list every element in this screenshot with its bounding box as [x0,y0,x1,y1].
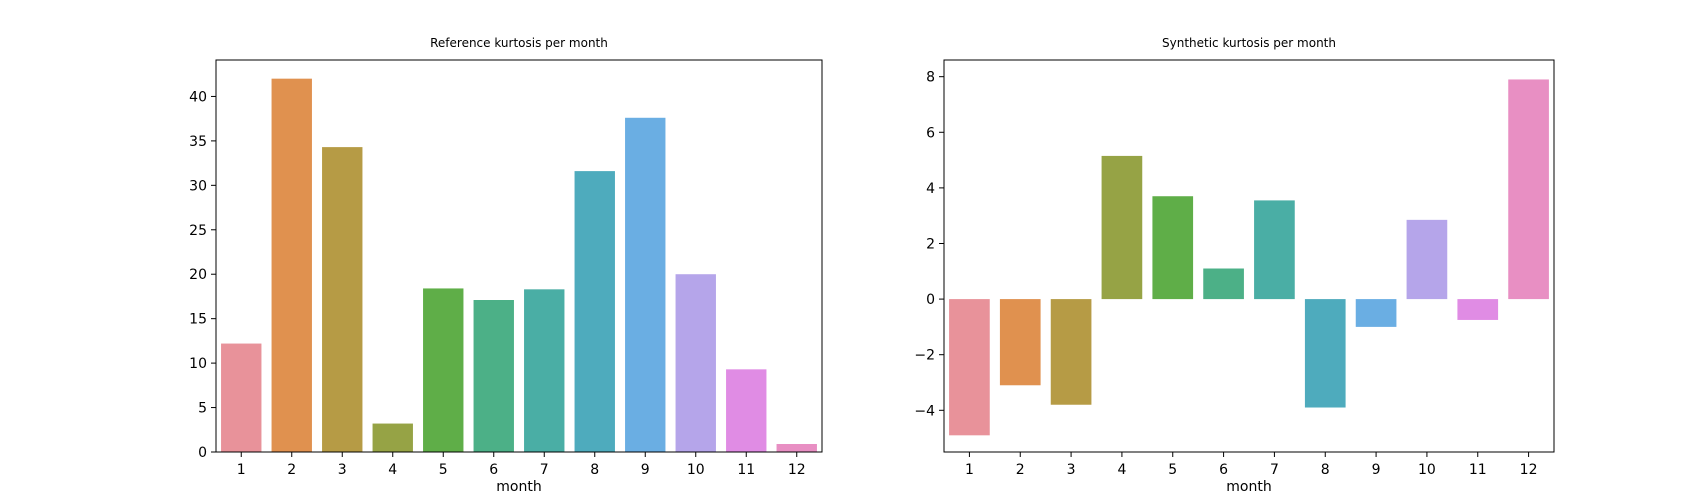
y-tick-label: −2 [914,348,935,364]
x-tick-label: 10 [687,462,705,478]
y-tick-label: 20 [189,267,207,283]
bar-month-8 [574,171,615,453]
x-tick-label: 5 [1168,462,1177,478]
x-tick-label: 2 [287,462,296,478]
y-tick-label: 25 [189,223,207,239]
y-tick-label: 30 [189,178,207,194]
x-tick-label: 11 [737,462,755,478]
x-tick-label: 8 [590,462,599,478]
x-axis-label: month [496,479,541,495]
x-tick-label: 4 [388,462,397,478]
y-tick-label: 4 [926,181,935,197]
x-tick-label: 6 [1219,462,1228,478]
synthetic-kurtosis-chart: Synthetic kurtosis per month −4 −2 0 2 4 6 8 1… [914,36,1555,495]
bar-month-6 [473,300,514,452]
x-tick-label: 2 [1016,462,1025,478]
bar-month-7 [524,289,565,452]
plot-frame [215,59,823,453]
bar-month-8 [1304,299,1346,408]
x-tick-label: 7 [1270,462,1279,478]
x-tick-label: 1 [965,462,974,478]
y-tick-label: 40 [189,89,207,105]
y-tick-label: 35 [189,134,207,150]
bar-month-1 [949,299,990,436]
x-tick-label: 3 [1067,462,1076,478]
x-tick-label: 9 [1372,462,1381,478]
x-axis: 1 2 3 4 5 6 7 8 9 10 11 12 [237,452,806,478]
bar-month-10 [675,274,716,452]
bar-month-9 [625,117,666,452]
x-tick-label: 7 [540,462,549,478]
x-tick-label: 1 [237,462,246,478]
bar-month-3 [322,147,363,453]
bar-month-1 [221,343,262,452]
y-tick-label: 5 [198,401,207,417]
bar-month-12 [776,444,817,452]
y-tick-label: −4 [914,403,935,419]
bar-month-11 [726,369,767,452]
x-axis: 1 2 3 4 5 6 7 8 9 10 11 12 [965,452,1538,478]
bar-month-2 [999,299,1041,386]
y-tick-label: 0 [926,292,935,308]
bar-month-10 [1406,219,1448,300]
y-axis: −4 −2 0 2 4 6 8 [914,70,944,419]
y-tick-label: 0 [198,445,207,461]
bar-month-2 [271,78,312,453]
bars-group [221,78,817,453]
x-tick-label: 11 [1469,462,1487,478]
bar-month-5 [1152,196,1194,300]
y-tick-label: 15 [189,312,207,328]
x-axis-label: month [1226,479,1271,495]
x-tick-label: 9 [641,462,650,478]
x-tick-label: 3 [338,462,347,478]
y-tick-label: 6 [926,125,935,141]
x-tick-label: 6 [489,462,498,478]
x-tick-label: 4 [1117,462,1126,478]
chart-title: Synthetic kurtosis per month [1162,36,1336,50]
x-tick-label: 12 [1520,462,1538,478]
reference-kurtosis-chart: Reference kurtosis per month 05101520253… [189,36,823,495]
bar-month-4 [1101,155,1143,300]
bar-month-6 [1203,268,1244,300]
y-tick-label: 2 [926,236,935,252]
y-tick-label: 8 [926,70,935,86]
bar-month-7 [1254,200,1295,300]
bar-month-4 [372,423,413,452]
y-axis: 0 5 10 15 20 25 30 35 40 [189,89,216,461]
bar-month-3 [1050,299,1092,405]
bar-month-5 [423,288,464,452]
plot-frame [943,59,1555,453]
bars-group [949,79,1549,436]
x-tick-label: 12 [788,462,806,478]
chart-title: Reference kurtosis per month [430,36,608,50]
y-tick-label: 10 [189,356,207,372]
bar-month-9 [1355,299,1397,327]
bar-month-12 [1508,79,1549,300]
bar-month-11 [1457,299,1499,320]
x-tick-label: 5 [439,462,448,478]
x-tick-label: 8 [1321,462,1330,478]
x-tick-label: 10 [1418,462,1436,478]
